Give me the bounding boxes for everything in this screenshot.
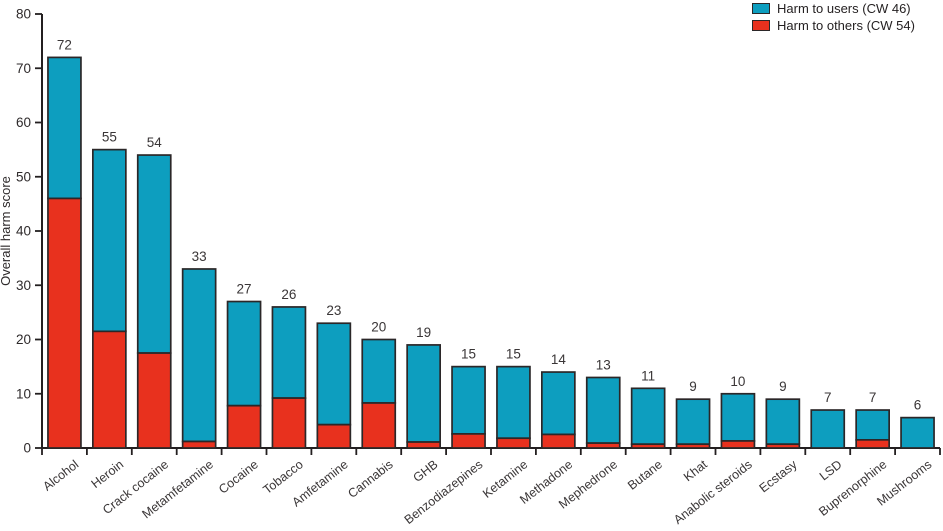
bar-segment-others-anabolic-steroids [720, 440, 756, 449]
bar-segment-users-mushrooms [900, 416, 935, 449]
bar-segment-users-butane [630, 387, 666, 446]
bar-segment-others-buprenorphine [855, 439, 891, 449]
bar-total-label-heroin: 55 [102, 130, 117, 145]
x-axis-label-cannabis: Cannabis [345, 457, 395, 501]
bar-total-label-lsd: 7 [824, 390, 832, 405]
bar-segment-users-amfetamine [316, 322, 352, 426]
y-axis-title: Overall harm score [0, 176, 13, 286]
bar-segment-users-buprenorphine [855, 409, 891, 441]
bar-segment-users-cannabis [361, 338, 397, 404]
bar-segment-users-ketamine [496, 365, 531, 440]
bar-total-label-butane: 11 [641, 368, 655, 383]
bar-segment-users-tobacco [271, 306, 307, 399]
bar-segment-others-ketamine [496, 437, 531, 449]
bar-total-label-amfetamine: 23 [326, 303, 341, 318]
bar-segment-users-ghb [406, 344, 441, 443]
y-axis-tick-label: 50 [16, 169, 31, 184]
bar-segment-users-khat [675, 398, 711, 446]
bar-total-label-mephedrone: 13 [596, 357, 611, 372]
bar-segment-users-cocaine [226, 300, 262, 407]
bar-segment-users-alcohol [47, 56, 82, 200]
bar-total-label-mushrooms: 6 [914, 398, 922, 413]
bar-total-label-crack-cocaine: 54 [147, 135, 163, 150]
bar-segment-others-ghb [406, 441, 441, 449]
x-axis-label-anabolic-steroids: Anabolic steroids [671, 457, 755, 527]
bar-segment-others-benzodiazepines [451, 433, 486, 449]
bar-total-label-ecstasy: 9 [779, 379, 787, 394]
bar-segment-others-cannabis [361, 402, 397, 449]
legend-item-harm-to-others: Harm to others (CW 54) [752, 19, 915, 32]
bar-segment-others-butane [630, 443, 666, 449]
bar-total-label-anabolic-steroids: 10 [730, 374, 745, 389]
bar-segment-users-ecstasy [765, 398, 801, 446]
bar-segment-others-metamfetamine [181, 440, 217, 449]
x-axis-label-lsd: LSD [817, 457, 845, 483]
bar-total-label-cannabis: 20 [371, 320, 386, 335]
legend-swatch-harm-to-others [752, 20, 770, 31]
y-axis-tick-label: 60 [16, 115, 31, 130]
bar-segment-others-ecstasy [765, 443, 801, 449]
bar-segment-others-crack-cocaine [136, 352, 172, 449]
x-axis-label-ecstasy: Ecstasy [757, 457, 801, 495]
bar-segment-users-mephedrone [585, 376, 621, 444]
bar-segment-others-tobacco [271, 397, 307, 449]
y-axis-tick-label: 20 [16, 332, 31, 347]
bar-segment-users-anabolic-steroids [720, 392, 756, 442]
chart-legend: Harm to users (CW 46) Harm to others (CW… [752, 2, 915, 32]
y-axis-tick-label: 40 [16, 224, 31, 239]
legend-label-harm-to-others: Harm to others (CW 54) [777, 18, 915, 33]
bar-segment-others-amfetamine [316, 423, 352, 449]
x-axis-label-cocaine: Cocaine [216, 457, 261, 496]
bar-segment-others-alcohol [47, 197, 82, 449]
bar-segment-users-benzodiazepines [451, 365, 486, 435]
y-axis-tick-label: 70 [16, 61, 31, 76]
x-axis-label-ghb: GHB [411, 457, 441, 485]
bar-total-label-tobacco: 26 [281, 287, 296, 302]
y-axis-tick-label: 30 [16, 278, 31, 293]
bar-segment-users-metamfetamine [181, 268, 217, 443]
legend-swatch-harm-to-users [752, 3, 770, 14]
x-axis-label-butane: Butane [625, 457, 665, 492]
bar-total-label-khat: 9 [689, 379, 697, 394]
legend-label-harm-to-users: Harm to users (CW 46) [777, 1, 911, 16]
x-axis-label-alcohol: Alcohol [40, 457, 81, 493]
bar-segment-others-khat [675, 443, 711, 449]
bar-total-label-metamfetamine: 33 [192, 249, 207, 264]
x-axis-label-khat: Khat [681, 457, 710, 484]
bar-total-label-buprenorphine: 7 [869, 390, 877, 405]
y-axis-tick-label: 10 [16, 386, 31, 401]
y-axis-tick-label: 0 [23, 441, 31, 456]
bar-segment-users-lsd [810, 409, 846, 449]
bar-segment-others-methadone [540, 433, 576, 449]
bar-segment-others-mephedrone [585, 442, 621, 449]
y-axis-tick-label: 80 [16, 7, 31, 22]
bar-total-label-methadone: 14 [551, 352, 567, 367]
bar-segment-users-methadone [540, 371, 576, 436]
bar-total-label-benzodiazepines: 15 [461, 347, 476, 362]
bar-total-label-ketamine: 15 [506, 347, 521, 362]
legend-item-harm-to-users: Harm to users (CW 46) [752, 2, 915, 15]
bar-segment-users-heroin [91, 148, 127, 333]
bar-total-label-cocaine: 27 [237, 282, 252, 297]
bar-segment-users-crack-cocaine [136, 154, 172, 354]
bar-segment-others-cocaine [226, 404, 262, 449]
bar-segment-others-heroin [91, 330, 127, 449]
bar-total-label-alcohol: 72 [57, 37, 72, 52]
x-axis-label-benzodiazepines: Benzodiazepines [402, 457, 486, 527]
bar-total-label-ghb: 19 [416, 325, 431, 340]
x-axis-label-heroin: Heroin [89, 457, 127, 491]
